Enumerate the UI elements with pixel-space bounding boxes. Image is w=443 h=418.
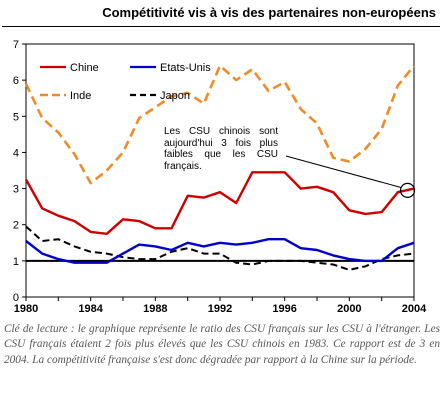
line-chart: 0 1 2 3 4 5 6 7 1980 1984 1988 1992 1996 2000 2004 Chin…: [13, 39, 427, 315]
y-tick-label: 4: [13, 147, 19, 159]
y-tick-label: 3: [13, 184, 19, 196]
chart-title: Compétitivité vis à vis des partenaires …: [102, 5, 436, 20]
annotation-circle-marker: [399, 182, 416, 198]
chart-annotation: Les CSU chinois sont aujourd'hui 3 fois …: [164, 126, 278, 172]
x-tick-label: 1988: [143, 303, 167, 315]
title-divider: [2, 26, 440, 27]
y-tick-label: 6: [13, 75, 19, 87]
x-tick-label: 1980: [14, 303, 38, 315]
series-line-japon: [25, 225, 415, 271]
annotation-arrow: [285, 155, 401, 188]
x-tick-label: 1996: [272, 303, 296, 315]
x-tick-label: 2000: [337, 303, 361, 315]
legend-label-chine: Chine: [70, 62, 99, 74]
legend-label-inde: Inde: [70, 90, 91, 102]
y-tick-label: 7: [13, 39, 19, 51]
y-tick-label: 1: [13, 256, 19, 268]
x-tick-label: 2004: [402, 303, 427, 315]
y-tick-label: 0: [13, 292, 19, 304]
x-tick-label: 1984: [78, 303, 103, 315]
series-line-chine: [24, 171, 415, 236]
y-tick-label: 5: [13, 111, 19, 123]
series-line-etats-unis: [25, 237, 415, 264]
reading-key-caption: Clé de lecture : le graphique représente…: [4, 323, 440, 366]
series-line-inde: [24, 64, 416, 185]
legend-label-etats-unis: Etats-Unis: [160, 62, 211, 74]
x-tick-label: 1992: [208, 303, 232, 315]
legend-label-japon: Japon: [160, 90, 190, 102]
y-tick-label: 2: [13, 220, 19, 232]
